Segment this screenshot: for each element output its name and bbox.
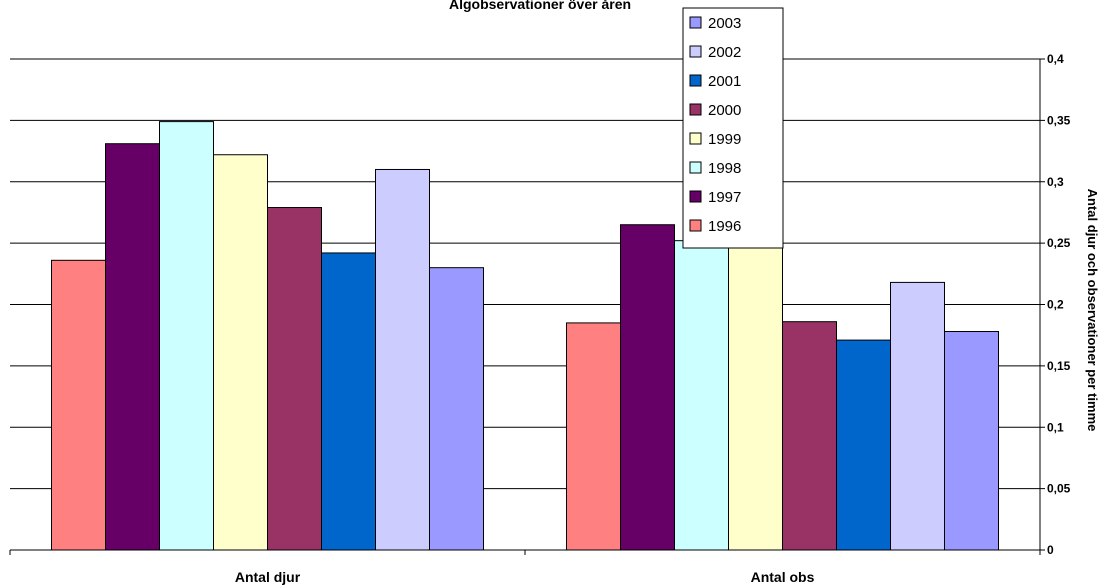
legend-swatch — [689, 219, 702, 232]
bar — [890, 281, 945, 551]
bar — [674, 240, 729, 551]
x-tick-label: Antal djur — [235, 569, 301, 585]
legend-label: 2001 — [708, 73, 741, 90]
legend-swatch — [689, 74, 702, 87]
bar — [944, 331, 999, 551]
legend-label: 1998 — [708, 160, 741, 177]
legend-label: 1996 — [708, 218, 741, 235]
x-tick-label: Antal obs — [751, 569, 815, 585]
legend-label: 1997 — [708, 189, 741, 206]
legend-box — [682, 7, 784, 249]
y-tick-label: 0,15 — [1047, 359, 1071, 373]
legend-swatch — [689, 190, 702, 203]
bar — [375, 168, 430, 551]
legend: 2003 2002 2001 2000 1999 1998 1997 1996 — [682, 7, 784, 249]
y-tick-label: 0,05 — [1047, 482, 1071, 496]
legend-swatch — [689, 161, 702, 174]
bar — [728, 246, 783, 551]
bar — [105, 143, 160, 551]
y-tick-label: 0 — [1047, 543, 1054, 557]
y-tick-label: 0,1 — [1047, 420, 1064, 434]
bar — [267, 207, 322, 551]
y-tick-label: 0,2 — [1047, 298, 1064, 312]
legend-swatch — [689, 45, 702, 58]
chart-title: Älgobservationer över åren — [449, 0, 631, 12]
bar — [782, 321, 837, 551]
y-tick-label: 0,25 — [1047, 236, 1071, 250]
y-tick-label: 0,35 — [1047, 113, 1071, 127]
bar — [321, 252, 376, 551]
plot-area: 0 0,05 0,1 0,15 0,2 0,25 0,3 0,35 0,4 Antal djur A… — [9, 52, 1071, 585]
bar — [836, 339, 891, 551]
bar — [429, 267, 484, 551]
legend-swatch — [689, 16, 702, 29]
legend-label: 2003 — [708, 15, 741, 32]
legend-swatch — [689, 132, 702, 145]
legend-label: 2002 — [708, 44, 741, 61]
bar — [159, 121, 214, 551]
y-tick-label: 0,3 — [1047, 175, 1064, 189]
bar — [566, 322, 621, 551]
bar — [620, 224, 675, 551]
y-axis-label: Antal djur och observationer per timme — [1085, 189, 1099, 432]
y-tick-label: 0,4 — [1047, 52, 1064, 66]
bar — [51, 259, 106, 551]
bar — [213, 154, 268, 551]
legend-label: 2000 — [708, 102, 741, 119]
legend-label: 1999 — [708, 131, 741, 148]
legend-swatch — [689, 103, 702, 116]
